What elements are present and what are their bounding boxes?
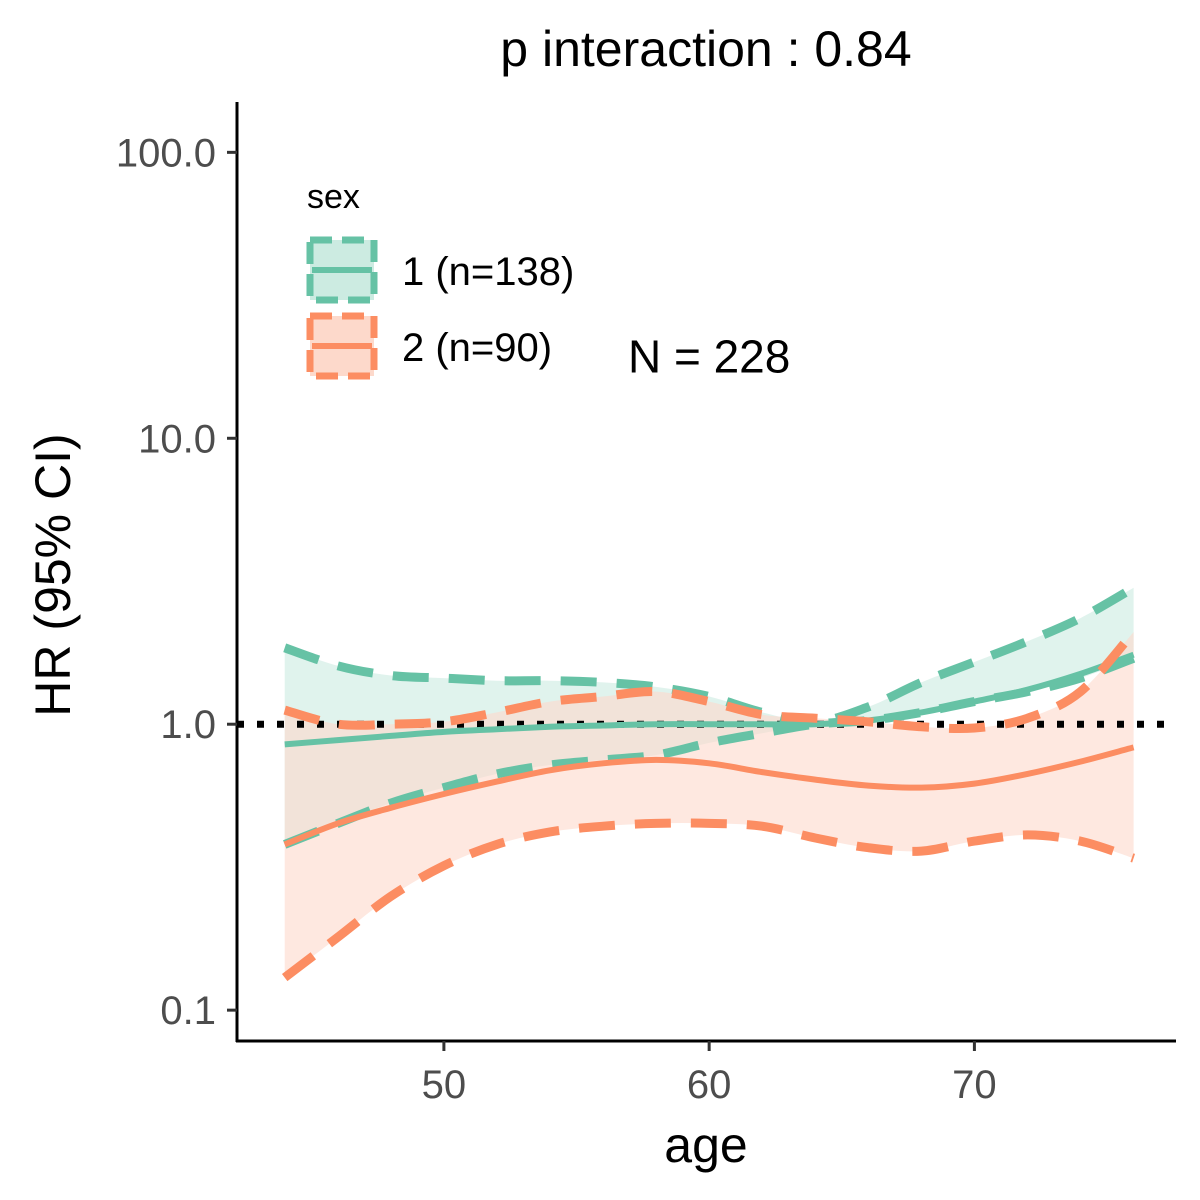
- upper-ci-line-series-1: [283, 583, 1136, 727]
- y-ticks: 0.1 1.0 10.0 100.0: [116, 131, 237, 1033]
- legend-title: sex: [307, 178, 360, 216]
- ci-band-series-2: [284, 632, 1134, 978]
- legend-label: 1 (n=138): [402, 250, 574, 294]
- upper-ci-line-series-2: [283, 629, 1137, 734]
- legend-item-2: 2 (n=90): [306, 312, 552, 380]
- x-tick-label: 50: [422, 1063, 467, 1107]
- x-ticks: 50 60 70: [422, 1041, 997, 1107]
- x-tick-label: 60: [687, 1063, 732, 1107]
- legend: sex 1 (n=138) 2 (n=90): [306, 178, 574, 380]
- legend-label: 2 (n=90): [402, 326, 552, 370]
- y-axis-title: HR (95% CI): [25, 433, 81, 716]
- series-lines: [281, 583, 1137, 982]
- legend-item-1: 1 (n=138): [306, 236, 574, 304]
- y-tick-label: 10.0: [138, 417, 216, 461]
- confidence-bands: [284, 587, 1134, 978]
- hr-line-series-2: [283, 744, 1135, 848]
- y-tick-label: 0.1: [160, 989, 216, 1033]
- x-tick-label: 70: [952, 1063, 997, 1107]
- y-tick-label: 100.0: [116, 131, 216, 175]
- x-axis-title: age: [664, 1117, 747, 1173]
- y-tick-label: 1.0: [160, 703, 216, 747]
- lower-ci-line-series-2: [281, 818, 1136, 982]
- axes: [235, 102, 1176, 1043]
- chart-title: p interaction : 0.84: [500, 21, 911, 77]
- sample-size-annotation: N = 228: [628, 330, 790, 382]
- hr-line-series-1: [284, 651, 1135, 748]
